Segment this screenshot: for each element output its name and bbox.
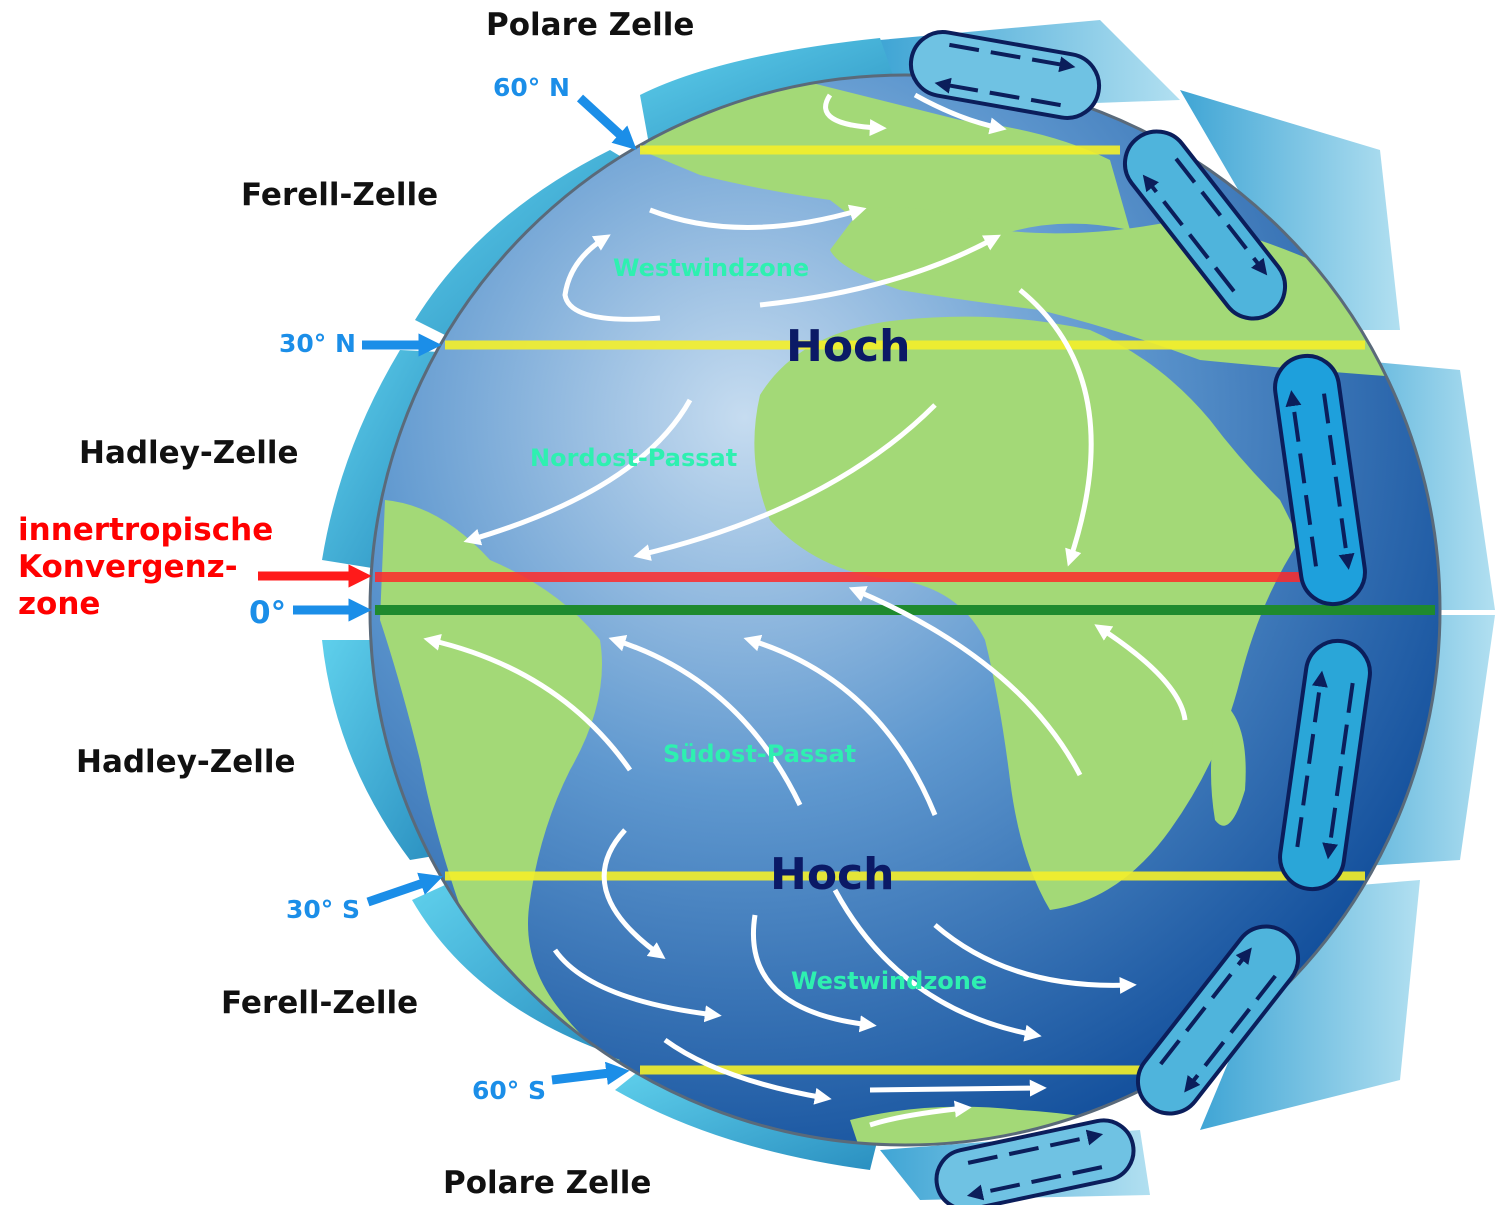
label-itcz: innertropische Konvergenz- zone [18,512,273,624]
label-northeast-trades: Nordost-Passat [530,444,738,472]
label-lat-equator: 0° [249,595,287,631]
label-polar-cell-north: Polare Zelle [486,7,695,43]
label-lat-30n: 30° N [279,329,356,358]
label-itcz-line1: innertropische [18,512,274,548]
label-pointers [258,94,637,1086]
label-lat-60n: 60° N [493,73,570,102]
label-high-north: Hoch [786,321,911,372]
label-ferrel-cell-north: Ferell-Zelle [241,177,439,213]
label-high-south: Hoch [770,849,895,900]
label-itcz-line3: zone [18,586,101,623]
label-hadley-cell-south: Hadley-Zelle [76,744,296,780]
label-westerlies-north: Westwindzone [613,254,810,282]
wind-arrows [423,92,1188,1128]
label-polar-cell-south: Polare Zelle [443,1165,652,1201]
label-lat-30s: 30° S [286,895,360,924]
label-lat-60s: 60° S [472,1076,546,1105]
circulation-loops [908,30,1372,1205]
label-itcz-line2: Konvergenz- [18,549,238,586]
label-westerlies-south: Westwindzone [791,967,988,995]
label-hadley-cell-north: Hadley-Zelle [79,435,299,471]
label-ferrel-cell-south: Ferell-Zelle [221,985,419,1021]
latitude-lines [375,145,1435,1075]
label-southeast-trades: Südost-Passat [663,740,857,768]
